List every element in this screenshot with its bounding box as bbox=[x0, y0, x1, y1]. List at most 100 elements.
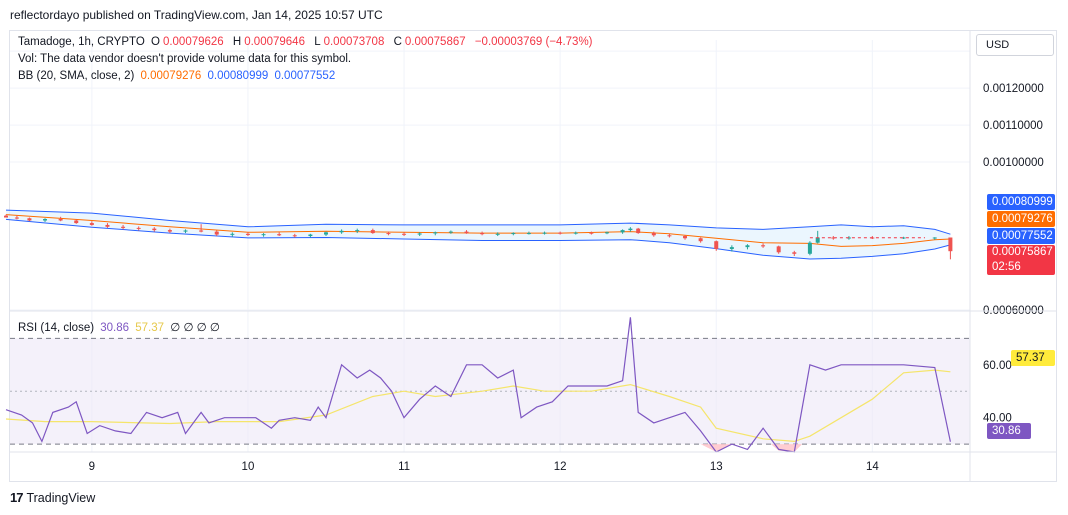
chart-frame bbox=[9, 30, 1057, 482]
candle-body bbox=[683, 236, 688, 239]
time-tick-label: 10 bbox=[242, 461, 255, 473]
candle-body bbox=[636, 228, 641, 234]
candle-body bbox=[792, 252, 797, 254]
main-legend: Tamadoge, 1h, CRYPTO O 0.00079626 H 0.0007… bbox=[18, 36, 596, 48]
bb-basis-value: 0.00079276 bbox=[140, 70, 202, 82]
candle-body bbox=[807, 242, 812, 254]
price-tick-label: 0.00100000 bbox=[983, 157, 1044, 169]
rsi-ma-value: 57.37 bbox=[135, 322, 165, 334]
bb-lower-value: 0.00077552 bbox=[274, 70, 336, 82]
candle-body bbox=[167, 230, 172, 232]
rsi-extras: ∅ ∅ ∅ ∅ bbox=[170, 322, 220, 334]
candle-body bbox=[495, 233, 500, 235]
time-tick-label: 11 bbox=[398, 461, 410, 473]
candle-body bbox=[105, 224, 110, 227]
tradingview-icon: 17 bbox=[10, 490, 24, 505]
candle-body bbox=[121, 226, 126, 228]
candle-body bbox=[714, 241, 719, 249]
time-tick-label: 9 bbox=[89, 461, 95, 473]
candle-body bbox=[620, 230, 625, 233]
candle-body bbox=[526, 233, 531, 235]
bb-basis-line bbox=[5, 214, 951, 247]
candle-body bbox=[745, 245, 750, 248]
candle-body bbox=[199, 230, 204, 232]
candle-body bbox=[324, 232, 328, 235]
candle-body bbox=[339, 230, 344, 233]
candle-body bbox=[729, 247, 734, 249]
price-tick-label: 0.00120000 bbox=[983, 83, 1044, 95]
time-tick-label: 12 bbox=[554, 461, 567, 473]
bb-upper-value: 0.00080999 bbox=[207, 70, 269, 82]
candle-body bbox=[948, 237, 953, 252]
candle-body bbox=[386, 233, 391, 235]
rsi-value-tag: 30.86 bbox=[987, 423, 1031, 439]
ohlc-low: L 0.00073708 bbox=[314, 36, 385, 48]
candle-body bbox=[573, 232, 578, 234]
candle-body bbox=[308, 234, 313, 237]
volume-legend: Vol: The data vendor doesn't provide vol… bbox=[18, 53, 352, 65]
candle-body bbox=[245, 233, 250, 235]
bb-label: BB (20, SMA, close, 2) bbox=[18, 70, 135, 82]
time-tick-label: 13 bbox=[710, 461, 723, 473]
bb-lower-price-tag: 0.00077552 bbox=[987, 228, 1055, 244]
candle-body bbox=[89, 223, 94, 225]
rsi-legend: RSI (14, close) 30.86 57.37 ∅ ∅ ∅ ∅ bbox=[18, 320, 223, 334]
rsi-ma-line bbox=[5, 369, 951, 443]
candle-body bbox=[815, 237, 820, 243]
candle-body bbox=[698, 238, 703, 242]
candle-body bbox=[761, 245, 766, 247]
bar-countdown: 02:56 bbox=[992, 261, 1021, 273]
candle-body bbox=[464, 231, 469, 234]
tradingview-logo[interactable]: 17 TradingView bbox=[10, 490, 95, 505]
currency-selector[interactable]: USD bbox=[976, 34, 1054, 56]
candle-body bbox=[589, 232, 594, 234]
symbol-name: Tamadoge, 1h, CRYPTO bbox=[18, 36, 145, 48]
candle-body bbox=[402, 233, 407, 235]
candle-body bbox=[58, 219, 63, 221]
candle-body bbox=[230, 233, 235, 235]
candle-body bbox=[4, 215, 8, 218]
candle-body bbox=[183, 230, 188, 232]
candle-body bbox=[604, 232, 609, 234]
candle-body bbox=[542, 232, 547, 234]
published-header: reflectordayo published on TradingView.c… bbox=[10, 8, 383, 22]
close-price-tag: 0.00075867 02:56 bbox=[987, 245, 1055, 275]
candle-body bbox=[511, 233, 516, 235]
rsi-value: 30.86 bbox=[100, 322, 130, 334]
close-price-value: 0.00075867 bbox=[992, 246, 1053, 258]
ohlc-close: C 0.00075867 bbox=[393, 36, 466, 48]
price-tick-label: 0.00110000 bbox=[983, 120, 1043, 132]
bb-upper-price-tag: 0.00080999 bbox=[987, 194, 1055, 210]
candle-body bbox=[433, 232, 438, 234]
candle-body bbox=[152, 228, 157, 231]
rsi-oversold-fill-1 bbox=[700, 444, 732, 452]
ohlc-change: −0.00003769 (−4.73%) bbox=[474, 36, 593, 48]
ohlc-open: O 0.00079626 bbox=[150, 36, 224, 48]
candle-body bbox=[27, 218, 32, 221]
bb-basis-price-tag: 0.00079276 bbox=[987, 211, 1055, 227]
candle-body bbox=[355, 230, 360, 232]
bb-lower-line bbox=[5, 218, 951, 260]
tradingview-brand: TradingView bbox=[26, 490, 96, 505]
rsi-line bbox=[5, 317, 951, 453]
candle-body bbox=[43, 219, 48, 221]
rsi-pane bbox=[5, 317, 970, 453]
candle-body bbox=[901, 237, 906, 239]
candle-body bbox=[417, 233, 422, 235]
rsi-tick-label: 60.00 bbox=[983, 360, 1012, 372]
rsi-ma-tag: 57.37 bbox=[1011, 350, 1055, 366]
candle-body bbox=[277, 234, 282, 236]
candle-body bbox=[136, 227, 141, 229]
candle-body bbox=[831, 237, 836, 239]
candle-body bbox=[261, 234, 266, 236]
rsi-label: RSI (14, close) bbox=[18, 322, 95, 334]
candle-body bbox=[558, 232, 563, 234]
rsi-tick-label: 40.00 bbox=[983, 413, 1012, 425]
candle-body bbox=[667, 235, 672, 237]
candles bbox=[4, 214, 953, 260]
candle-body bbox=[74, 220, 79, 224]
candle-body bbox=[846, 237, 851, 239]
candle-body bbox=[932, 237, 937, 239]
candle-body bbox=[14, 217, 19, 219]
